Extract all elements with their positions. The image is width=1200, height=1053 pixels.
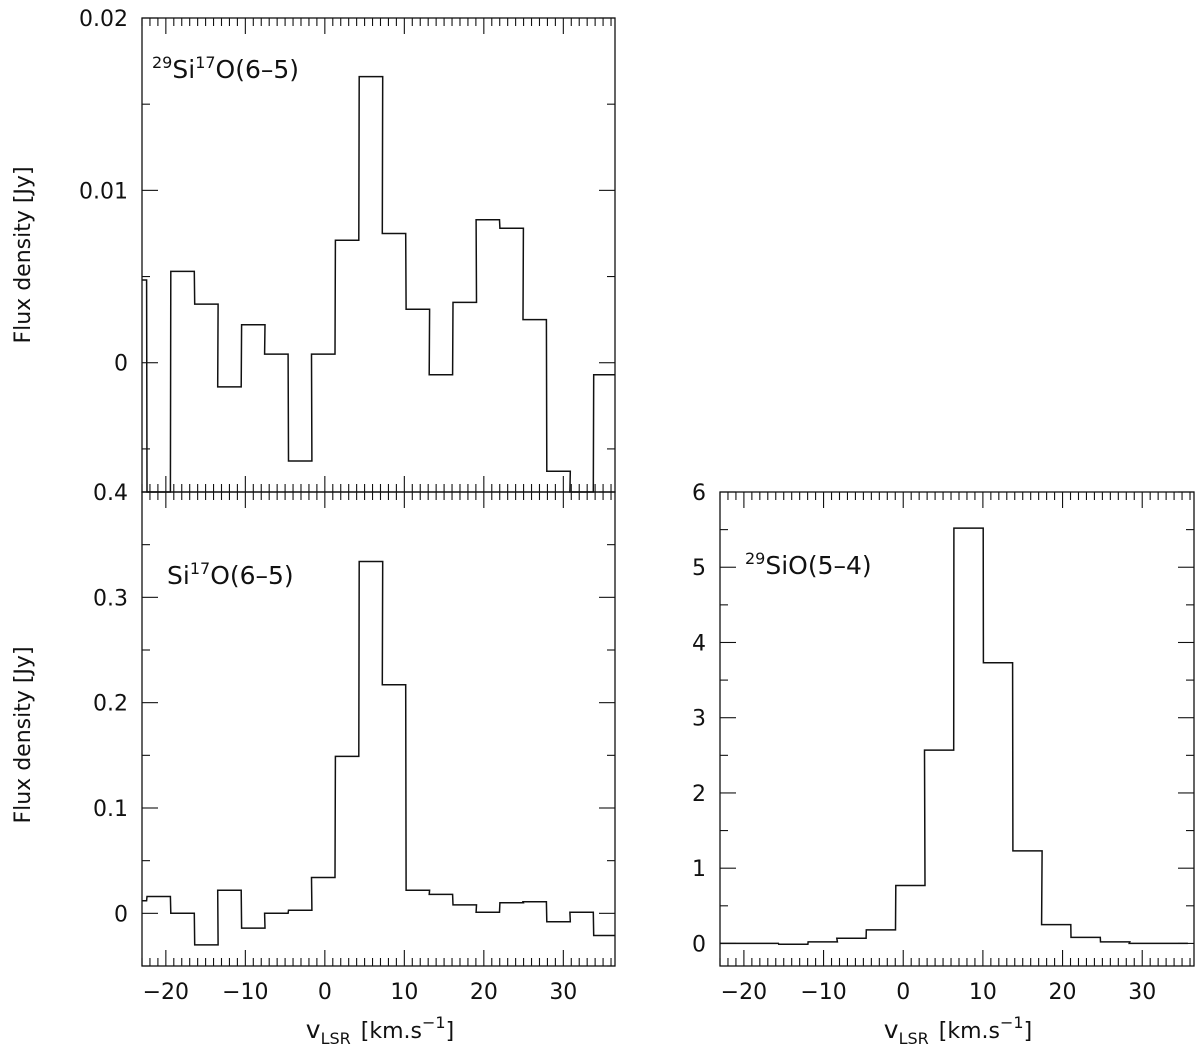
- xlabel-v: v: [306, 1015, 321, 1044]
- x-tick-label: −10: [800, 980, 846, 1005]
- y-tick-label: 0.1: [93, 797, 128, 822]
- y-tick-labels: 0.02 0.01 0: [79, 7, 128, 377]
- molecule-label: Si17O(6–5): [167, 559, 294, 590]
- label-main: SiO(5–4): [765, 551, 871, 580]
- x-tick-label: 10: [390, 980, 418, 1005]
- y-tick-label: 0: [114, 352, 128, 377]
- xlabel-unit: [km.s: [939, 1019, 1000, 1044]
- xlabel-v: v: [884, 1015, 899, 1044]
- x-axis-title: vLSR [km.s−1]: [306, 1013, 454, 1048]
- plot-frame: [719, 491, 1195, 967]
- spectrum-line: [720, 527, 1188, 945]
- y-tick-label: 1: [692, 857, 706, 882]
- x-tick-label: 0: [896, 980, 910, 1005]
- x-tick-labels: −20 −10 0 10 20 30: [143, 980, 578, 1005]
- y-tick-label: 0: [692, 932, 706, 957]
- xlabel-exp: −1: [1000, 1013, 1024, 1032]
- label-main: Si: [172, 55, 195, 84]
- y-tick-label: 0.02: [79, 7, 128, 32]
- plot-frame: [141, 17, 616, 493]
- y-tick-label: 2: [692, 782, 706, 807]
- plot-frame: [141, 491, 616, 967]
- molecule-label: 29SiO(5–4): [745, 549, 872, 580]
- y-tick-label: 0.4: [93, 481, 128, 506]
- panel-29si17o-6-5: 0.02 0.01 0 29Si17O(6–5) Flux density [Jy]: [11, 7, 616, 493]
- axis-ticks: [141, 491, 615, 967]
- label-rest: O(6–5): [216, 55, 300, 84]
- label-sup: 29: [745, 549, 765, 568]
- y-tick-label: 3: [692, 707, 706, 732]
- label-sup2: 17: [195, 53, 215, 72]
- xlabel-sub: LSR: [321, 1029, 351, 1048]
- x-tick-label: 30: [1128, 980, 1156, 1005]
- y-axis-title: Flux density [Jy]: [11, 166, 36, 343]
- x-tick-label: −20: [143, 980, 189, 1005]
- x-tick-label: 0: [318, 980, 332, 1005]
- xlabel-close: ]: [446, 1019, 455, 1044]
- x-tick-labels: −20 −10 0 10 20 30: [721, 980, 1157, 1005]
- y-tick-label: 4: [692, 631, 706, 656]
- x-tick-label: 20: [470, 980, 498, 1005]
- molecule-label: 29Si17O(6–5): [152, 53, 299, 84]
- y-tick-labels: 6 5 4 3 2 1 0: [692, 481, 706, 957]
- y-tick-label: 0.2: [93, 692, 128, 717]
- spectrum-line: [142, 560, 615, 946]
- y-tick-label: 6: [692, 481, 706, 506]
- x-tick-label: −20: [721, 980, 767, 1005]
- axis-ticks: [141, 17, 615, 492]
- y-tick-label: 0.01: [79, 179, 128, 204]
- label-sup2: 17: [190, 559, 210, 578]
- panel-si17o-6-5: 0.4 0.3 0.2 0.1 0 −20 −10 0 10 20 30 Si17O(6–5) F…: [11, 481, 616, 1048]
- label-rest: O(6–5): [210, 561, 294, 590]
- x-tick-label: −10: [222, 980, 268, 1005]
- x-tick-label: 20: [1049, 980, 1077, 1005]
- x-axis-title: vLSR [km.s−1]: [884, 1013, 1032, 1048]
- y-tick-labels: 0.4 0.3 0.2 0.1 0: [93, 481, 128, 927]
- xlabel-sub: LSR: [899, 1029, 929, 1048]
- y-tick-label: 5: [692, 556, 706, 581]
- y-tick-label: 0: [114, 902, 128, 927]
- x-tick-label: 30: [549, 980, 577, 1005]
- label-main: Si: [167, 561, 190, 590]
- xlabel-close: ]: [1024, 1019, 1033, 1044]
- label-sup: 29: [152, 53, 172, 72]
- y-axis-title: Flux density [Jy]: [11, 646, 36, 823]
- x-tick-label: 10: [969, 980, 997, 1005]
- xlabel-exp: −1: [422, 1013, 446, 1032]
- y-tick-label: 0.3: [93, 586, 128, 611]
- xlabel-unit: [km.s: [361, 1019, 422, 1044]
- spectrum-line: [142, 75, 615, 493]
